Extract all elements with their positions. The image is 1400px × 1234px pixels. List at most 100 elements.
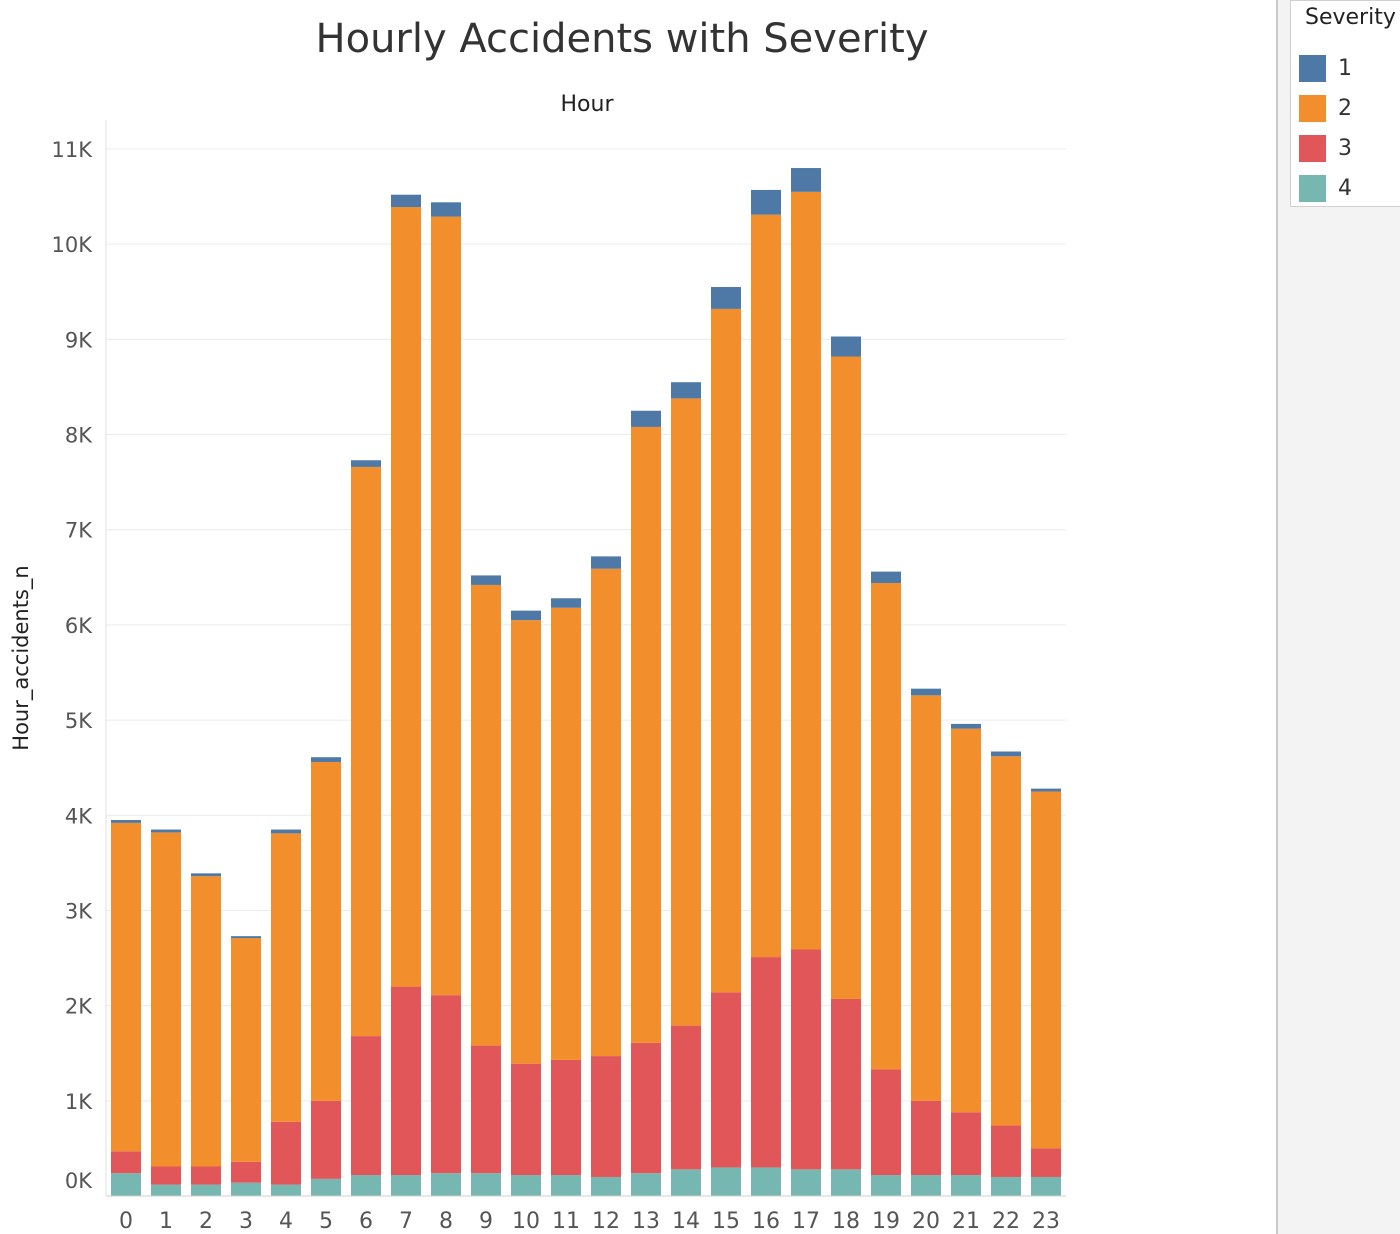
bar-segment-severity-2 — [271, 833, 301, 1122]
bar-segment-severity-1 — [671, 382, 701, 399]
bar-segment-severity-1 — [1031, 788, 1061, 792]
bar-segment-severity-3 — [551, 1059, 581, 1176]
bar-segment-severity-1 — [311, 757, 341, 762]
bar-segment-severity-3 — [431, 995, 461, 1174]
x-tick-label: 19 — [872, 1209, 900, 1234]
bar-segment-severity-1 — [191, 873, 221, 877]
bar-segment-severity-3 — [871, 1069, 901, 1176]
bar-segment-severity-1 — [871, 571, 901, 584]
legend-title: Severity — [1305, 5, 1396, 30]
bar-segment-severity-1 — [711, 287, 741, 309]
bar-segment-severity-3 — [391, 986, 421, 1176]
bar-segment-severity-4 — [751, 1167, 781, 1196]
bar-segment-severity-2 — [871, 583, 901, 1070]
legend-item-2[interactable]: 2 — [1299, 94, 1352, 122]
bar-segment-severity-2 — [311, 761, 341, 1101]
y-axis-ticks: 0K 1K 2K 3K 4K 5K 6K 7K 8K 9K 10K 11K — [52, 138, 94, 1193]
bar-segment-severity-3 — [631, 1042, 661, 1174]
legend-swatch — [1299, 94, 1326, 122]
bar-segment-severity-2 — [671, 398, 701, 1026]
chart-title: Hourly Accidents with Severity — [316, 16, 929, 62]
legend-label: 2 — [1338, 95, 1352, 121]
bar-segment-severity-1 — [551, 598, 581, 608]
legend-label: 4 — [1338, 175, 1352, 201]
bar-segment-severity-3 — [671, 1025, 701, 1170]
bar-segment-severity-1 — [591, 556, 621, 569]
bar-segment-severity-1 — [631, 410, 661, 427]
y-tick-label: 5K — [65, 709, 93, 733]
x-tick-label: 4 — [279, 1209, 293, 1234]
x-tick-label: 21 — [952, 1209, 980, 1234]
y-tick-label: 11K — [52, 138, 94, 162]
bar-segment-severity-1 — [751, 189, 781, 215]
x-tick-label: 1 — [159, 1209, 173, 1234]
bar-segment-severity-2 — [391, 207, 421, 987]
bar-segment-severity-2 — [711, 308, 741, 993]
bar-segment-severity-2 — [111, 822, 141, 1152]
x-tick-label: 14 — [672, 1209, 700, 1234]
bar-segment-severity-2 — [551, 607, 581, 1060]
y-tick-label: 2K — [65, 995, 93, 1019]
bar-segment-severity-2 — [151, 832, 181, 1167]
bar-segment-severity-1 — [231, 936, 261, 939]
x-axis-ticks: 0 1 2 3 4 5 6 7 8 9 10 11 12 13 14 15 16 17 18 19 20 21 22 23 — [119, 1209, 1060, 1234]
gridlines — [106, 148, 1066, 1102]
bar-segment-severity-3 — [951, 1112, 981, 1176]
bar-segment-severity-2 — [991, 756, 1021, 1126]
legend-label: 1 — [1338, 55, 1352, 81]
x-tick-label: 0 — [119, 1209, 133, 1234]
bar-segment-severity-4 — [911, 1175, 941, 1196]
bar-segment-severity-1 — [991, 751, 1021, 757]
x-tick-label: 9 — [479, 1209, 493, 1234]
bar-segment-severity-4 — [111, 1173, 141, 1196]
bar-segment-severity-2 — [511, 620, 541, 1064]
legend: Severity 1 2 3 4 — [1290, 0, 1400, 207]
bar-segment-severity-1 — [511, 610, 541, 621]
y-tick-label: 1K — [65, 1090, 93, 1114]
legend-item-3[interactable]: 3 — [1299, 134, 1352, 162]
bar-segment-severity-3 — [511, 1063, 541, 1176]
bar-segment-severity-4 — [1031, 1176, 1061, 1196]
x-tick-label: 6 — [359, 1209, 373, 1234]
bar-segment-severity-3 — [911, 1100, 941, 1176]
y-tick-label: 8K — [65, 424, 93, 448]
bar-segment-severity-3 — [191, 1166, 221, 1185]
bar-segment-severity-4 — [831, 1169, 861, 1196]
legend-label: 3 — [1338, 135, 1352, 161]
bar-segment-severity-3 — [471, 1045, 501, 1174]
bar-segment-severity-4 — [791, 1169, 821, 1196]
bar-segment-severity-4 — [991, 1176, 1021, 1196]
bar-segment-severity-2 — [911, 695, 941, 1101]
bar-segment-severity-4 — [311, 1178, 341, 1196]
x-tick-label: 3 — [239, 1209, 253, 1234]
bar-segment-severity-4 — [871, 1175, 901, 1196]
bar-segment-severity-1 — [471, 575, 501, 585]
x-tick-label: 18 — [832, 1209, 860, 1234]
x-tick-label: 2 — [199, 1209, 213, 1234]
x-tick-label: 15 — [712, 1209, 740, 1234]
bar-segment-severity-3 — [831, 998, 861, 1170]
chart: Hourly Accidents with Severity Hour Hour… — [9, 16, 1066, 1234]
x-tick-label: 8 — [439, 1209, 453, 1234]
bar-segment-severity-2 — [471, 584, 501, 1046]
y-axis-label: Hour_accidents_n — [9, 565, 34, 750]
bar-segment-severity-4 — [351, 1175, 381, 1196]
legend-item-1[interactable]: 1 — [1299, 54, 1352, 82]
bar-segment-severity-2 — [751, 214, 781, 958]
bar-segment-severity-4 — [151, 1184, 181, 1196]
bar-segment-severity-1 — [271, 829, 301, 834]
legend-item-4[interactable]: 4 — [1299, 174, 1352, 202]
bar-segment-severity-4 — [431, 1173, 461, 1196]
bar-segment-severity-3 — [1031, 1148, 1061, 1177]
bar-segment-severity-1 — [951, 723, 981, 729]
y-tick-label: 7K — [65, 519, 93, 543]
bars — [111, 168, 1061, 1196]
bar-segment-severity-3 — [751, 957, 781, 1168]
bar-segment-severity-1 — [351, 460, 381, 467]
bar-segment-severity-4 — [391, 1175, 421, 1196]
y-tick-label: 0K — [65, 1169, 93, 1193]
bar-segment-severity-3 — [231, 1161, 261, 1183]
column-header: Hour — [561, 92, 615, 117]
legend-swatch — [1299, 54, 1326, 82]
bar-segment-severity-2 — [351, 466, 381, 1037]
